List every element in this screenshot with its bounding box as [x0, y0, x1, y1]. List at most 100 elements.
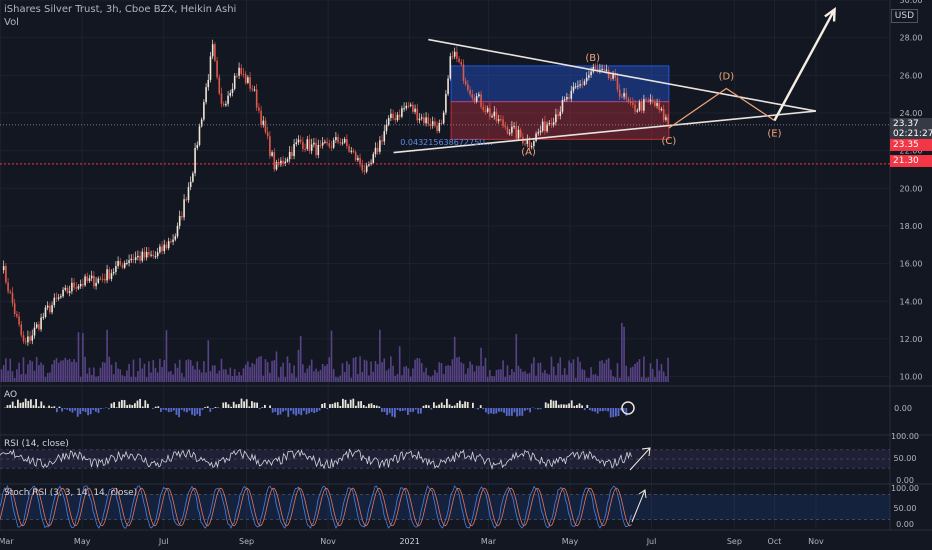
candle-body — [392, 113, 394, 119]
candle-body — [530, 146, 533, 148]
candle-body — [161, 246, 163, 252]
volume-bar — [156, 372, 159, 382]
volume-bar — [251, 362, 254, 382]
volume-bar — [55, 358, 58, 382]
ao-histogram — [4, 398, 635, 418]
candle-body — [99, 278, 102, 280]
volume-bar — [599, 361, 601, 382]
drawing-tools[interactable]: (A) (B) (C) (D) (E) 0.04321563867275U... — [0, 6, 890, 165]
price-axis[interactable]: 30.00 28.00 26.00 24.00 22.00 20.00 18.00 16.00… — [891, 0, 922, 529]
time-tick-label-9: Sep — [727, 537, 742, 546]
candle-body — [425, 117, 427, 124]
ao-bar — [417, 408, 420, 414]
candle-body — [464, 80, 467, 85]
ao-bar — [573, 405, 576, 408]
volume-bar — [44, 377, 47, 382]
candle-body — [222, 103, 225, 106]
ao-bar — [284, 408, 287, 411]
ao-bar — [160, 408, 162, 412]
candle-body — [86, 276, 89, 281]
ao-bar — [589, 408, 591, 411]
ao-bar — [391, 408, 394, 417]
ao-bar — [557, 404, 560, 408]
ao-bar — [459, 400, 461, 408]
volume-bar — [563, 368, 566, 382]
ao-bar — [334, 402, 336, 408]
volume-bar — [662, 371, 665, 382]
volume-bar — [343, 372, 346, 382]
volume-bar — [594, 373, 597, 382]
candle-body — [467, 84, 469, 90]
time-tick-label-2: Jul — [158, 537, 169, 546]
candle-body — [561, 100, 564, 112]
candle-body — [66, 287, 69, 293]
rsi-tick-label-0: 100.00 — [891, 432, 919, 441]
volume-bar — [187, 359, 190, 382]
volume-bar — [68, 358, 71, 382]
ao-bar — [43, 405, 45, 408]
ao-bar — [206, 406, 209, 408]
candle-body — [632, 102, 634, 105]
volume-bar — [667, 357, 669, 382]
wave-label-0: (A) — [521, 147, 536, 158]
candle-body — [95, 282, 97, 287]
stoch-band — [0, 494, 890, 520]
candle-body — [579, 84, 581, 86]
candle-body — [418, 118, 421, 121]
ao-bar — [69, 408, 71, 412]
candle-body — [449, 56, 452, 79]
candle-body — [416, 108, 419, 121]
ao-bar — [30, 399, 32, 408]
ao-bar — [240, 398, 243, 408]
ao-bar — [375, 405, 378, 408]
volume-bar — [647, 377, 650, 382]
candle-body — [11, 292, 14, 304]
ao-bar — [297, 408, 300, 415]
candle-body — [209, 56, 212, 80]
ao-bar — [602, 408, 604, 412]
time-axis[interactable]: Mar May Jul Sep Nov 2021 Mar May Jul Sep Oct Nov — [0, 537, 824, 546]
ao-bar — [326, 408, 329, 410]
volume-bar — [132, 359, 135, 382]
volume-bar — [134, 377, 137, 382]
ao-label: AO — [4, 390, 18, 400]
ao-bar — [381, 408, 383, 412]
candle-body — [643, 99, 645, 111]
candle-body — [343, 138, 346, 143]
ao-bar — [227, 404, 230, 408]
volume-bar — [585, 377, 588, 382]
candle-body — [183, 199, 185, 218]
candle-body — [249, 77, 251, 89]
ao-bar — [37, 406, 40, 408]
volume-bar — [379, 329, 381, 382]
volume-bar — [515, 334, 518, 382]
candle-body — [627, 98, 630, 103]
candle-body — [297, 139, 300, 143]
candle-body — [548, 123, 551, 125]
volume-bar — [304, 372, 306, 382]
volume-bar — [645, 377, 647, 382]
candle-body — [658, 103, 661, 111]
volume-bar — [530, 363, 533, 382]
ao-bar — [412, 408, 414, 412]
candle-body — [616, 77, 619, 90]
volume-bar — [198, 369, 201, 382]
price-tick-label-1: 28.00 — [900, 34, 923, 43]
volume-bar — [27, 364, 29, 382]
candle-body — [108, 269, 111, 279]
candle-body — [238, 67, 240, 76]
ao-bar — [170, 408, 173, 412]
volume-bar — [533, 357, 535, 382]
volume-bar — [541, 372, 544, 382]
ao-bar — [196, 408, 199, 415]
currency-badge[interactable]: USD — [890, 9, 918, 23]
volume-bar — [326, 364, 328, 382]
ao-highlight-circle — [621, 401, 635, 415]
candle-body — [145, 251, 148, 258]
candle-body — [277, 162, 280, 165]
ao-bar — [576, 404, 578, 408]
volume-bar — [357, 374, 359, 382]
volume-bar — [480, 347, 482, 382]
candle-body — [497, 119, 500, 121]
